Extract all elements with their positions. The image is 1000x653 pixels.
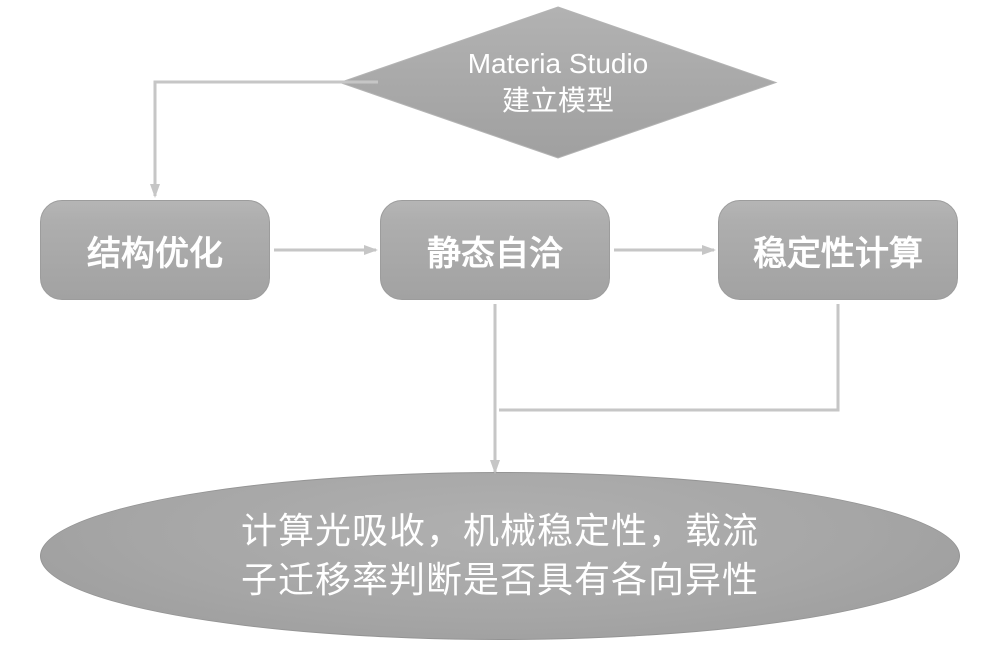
box-stability-calc: 稳定性计算 bbox=[718, 200, 958, 300]
result-line1: 计算光吸收，机械稳定性，载流 bbox=[241, 510, 759, 551]
edge-b3-result bbox=[499, 304, 838, 410]
box-static-scf: 静态自洽 bbox=[380, 200, 610, 300]
result-ellipse: 计算光吸收，机械稳定性，载流 子迁移率判断是否具有各向异性 bbox=[40, 472, 960, 640]
box2-label: 静态自洽 bbox=[427, 226, 563, 275]
result-line2: 子迁移率判断是否具有各向异性 bbox=[241, 559, 759, 600]
start-diamond: Materia Studio 建立模型 bbox=[338, 5, 778, 160]
flowchart-canvas: Materia Studio 建立模型 结构优化 静态自洽 稳定性计算 计算光吸… bbox=[0, 0, 1000, 653]
box-structure-opt: 结构优化 bbox=[40, 200, 270, 300]
start-diamond-line2: 建立模型 bbox=[502, 83, 614, 119]
start-diamond-line1: Materia Studio bbox=[468, 46, 649, 82]
box1-label: 结构优化 bbox=[87, 226, 223, 275]
box3-label: 稳定性计算 bbox=[753, 226, 923, 275]
